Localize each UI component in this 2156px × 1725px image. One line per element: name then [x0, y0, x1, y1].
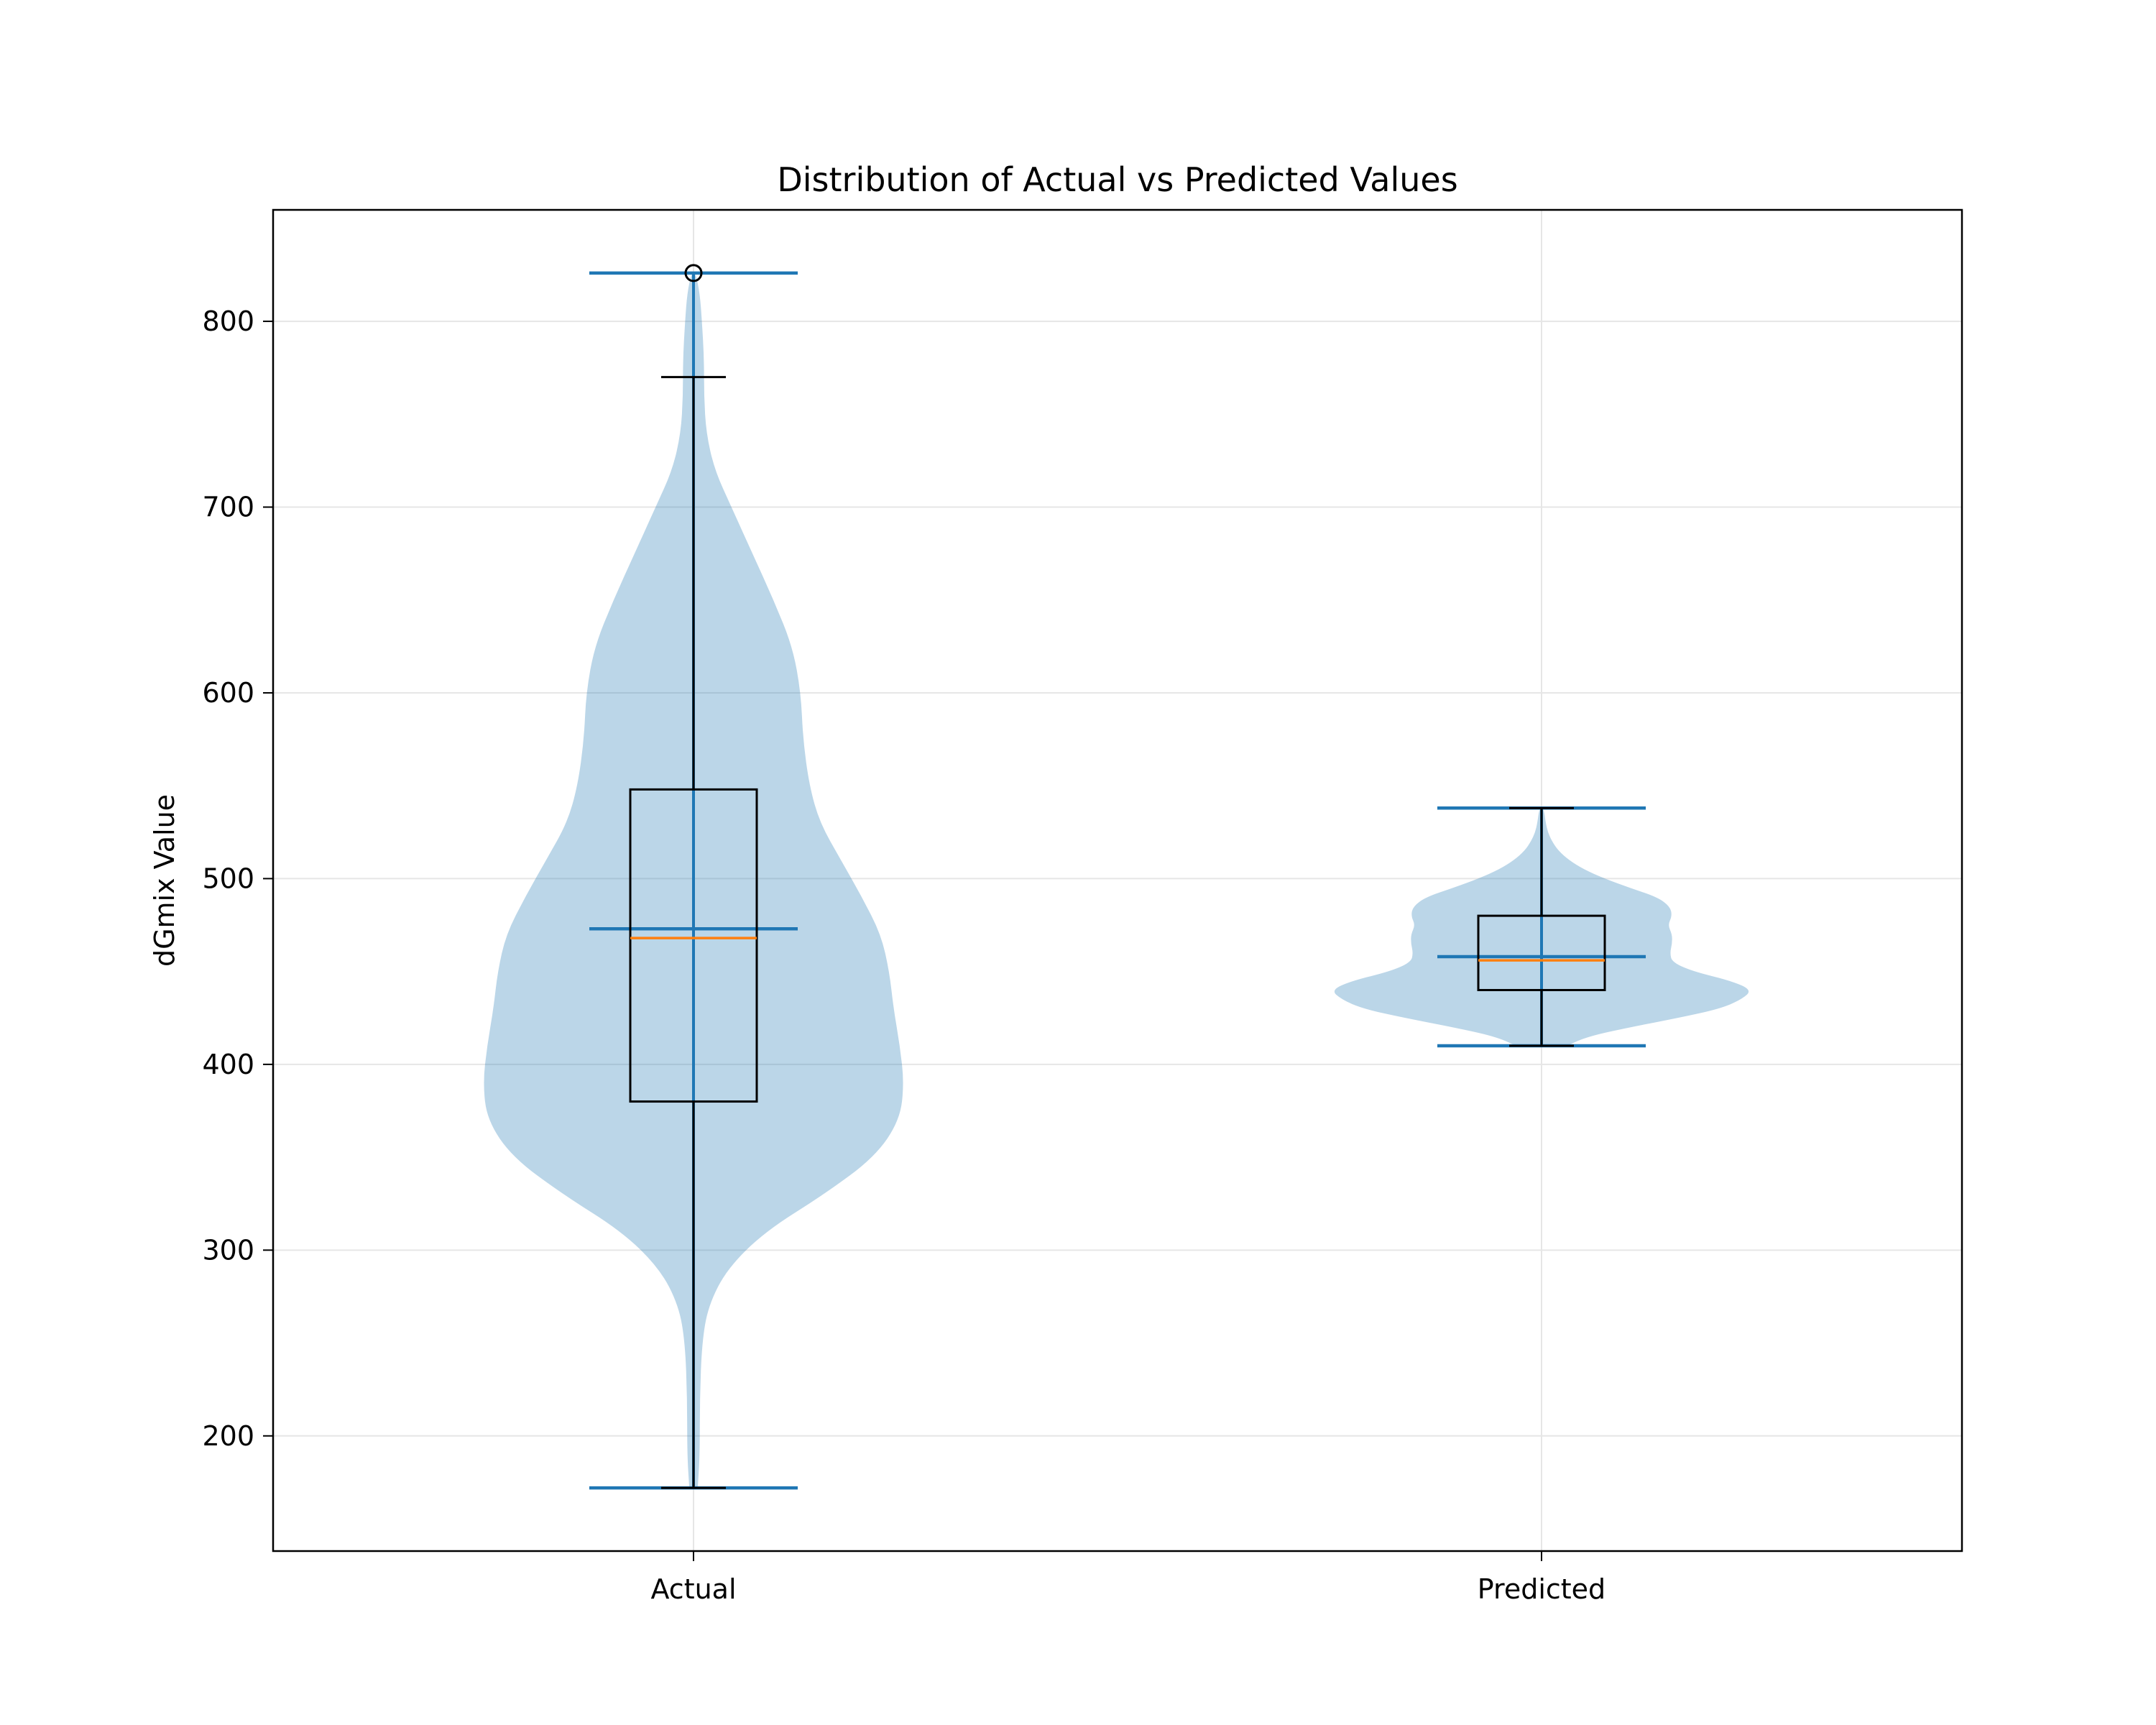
x-tick-label-actual: Actual	[650, 1573, 736, 1605]
y-tick-label: 600	[202, 677, 254, 709]
box-actual	[629, 788, 758, 1103]
chart-title: Distribution of Actual vs Predicted Valu…	[777, 160, 1457, 199]
grid-lines	[273, 210, 1962, 1551]
y-tick-label: 300	[202, 1234, 254, 1266]
y-axis-label: dGmix Value	[149, 794, 180, 967]
box-plots	[629, 264, 1606, 1489]
y-tick-label: 400	[202, 1049, 254, 1080]
y-tick-label: 800	[202, 305, 254, 337]
box-predicted	[1477, 914, 1606, 991]
violins	[484, 271, 1749, 1490]
plot-frame	[272, 208, 1963, 1552]
y-tick-label: 700	[202, 492, 254, 523]
axes: 200 300 400 500 600 700 800 Actual Predicted	[202, 305, 1606, 1605]
y-tick-label: 500	[202, 862, 254, 894]
y-tick-label: 200	[202, 1420, 254, 1452]
x-tick-label-predicted: Predicted	[1478, 1573, 1606, 1605]
outlier-point-actual	[684, 264, 703, 282]
